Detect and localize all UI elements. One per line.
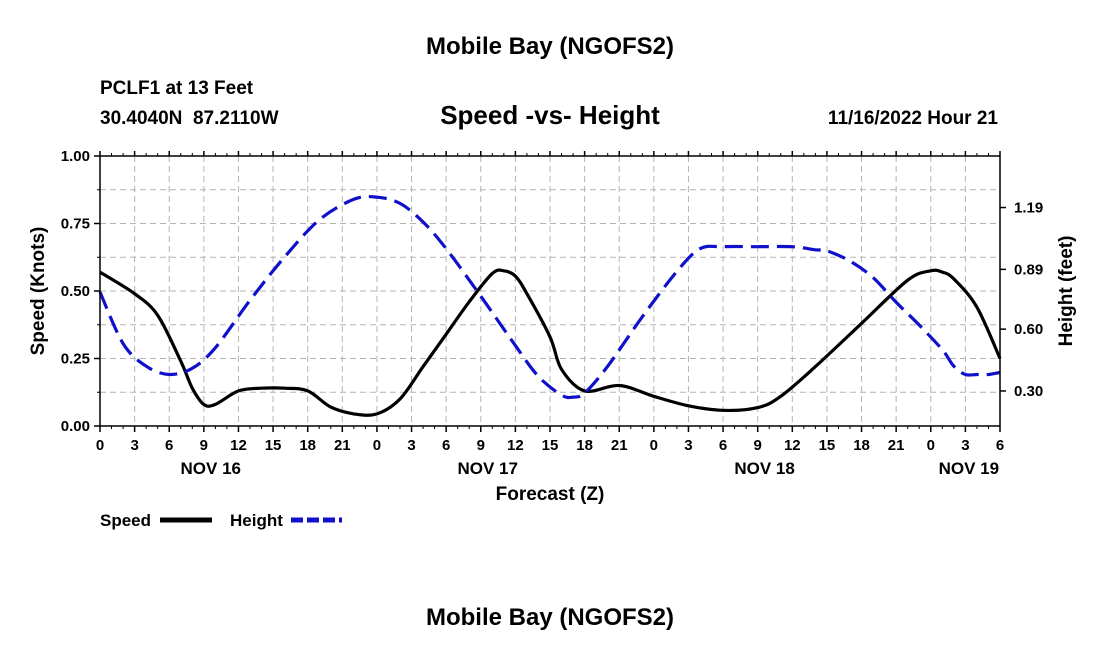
coordinates-label: 30.4040N 87.2110W — [100, 108, 279, 129]
station-label: PCLF1 at 13 Feet — [100, 78, 254, 99]
y2-tick-label: 0.30 — [1014, 383, 1043, 400]
y2-tick-label: 0.89 — [1014, 261, 1043, 278]
x-date-label: NOV 18 — [734, 459, 794, 478]
chart-subtitle: Speed -vs- Height — [440, 100, 660, 130]
x-tick-label: 0 — [373, 437, 381, 454]
y2-tick-label: 1.19 — [1014, 200, 1043, 217]
grid — [100, 156, 1000, 426]
legend: Speed Height — [100, 511, 342, 530]
x-tick-label: 15 — [542, 437, 559, 454]
series-line-height — [98, 194, 1001, 400]
forecast-timestamp: 11/16/2022 Hour 21 — [828, 108, 998, 129]
x-tick-label: 6 — [165, 437, 173, 454]
x-tick-label: 6 — [719, 437, 727, 454]
series-layer — [98, 194, 1002, 417]
footer-title: Mobile Bay (NGOFS2) — [426, 604, 674, 631]
x-tick-label: 15 — [819, 437, 836, 454]
x-tick-label: 12 — [507, 437, 524, 454]
x-tick-label: 21 — [334, 437, 351, 454]
x-tick-label: 15 — [265, 437, 282, 454]
x-tick-label: 18 — [853, 437, 870, 454]
x-tick-label: 0 — [927, 437, 935, 454]
x-axis-title: Forecast (Z) — [496, 484, 605, 505]
y-tick-label: 0.75 — [61, 216, 90, 233]
x-tick-label: 6 — [996, 437, 1004, 454]
x-tick-label: 18 — [299, 437, 316, 454]
y2-tick-label: 0.60 — [1014, 321, 1043, 338]
x-tick-label: 9 — [754, 437, 762, 454]
y-tick-label: 0.50 — [61, 283, 90, 300]
x-tick-label: 3 — [961, 437, 969, 454]
x-tick-label: 3 — [684, 437, 692, 454]
x-date-label: NOV 16 — [181, 459, 241, 478]
x-tick-label: 12 — [784, 437, 801, 454]
x-tick-label: 3 — [407, 437, 415, 454]
y-tick-label: 0.25 — [61, 351, 90, 368]
x-tick-label: 3 — [130, 437, 138, 454]
axes: 0 3 6 9 12 15 18 21 0 3 6 9 12 15 18 21 0 3 6 9 12 15 18 21 0 3 6N… — [61, 148, 1043, 478]
y-axis-title: Speed (Knots) — [28, 227, 49, 356]
x-tick-label: 18 — [576, 437, 593, 454]
x-tick-label: 21 — [611, 437, 628, 454]
x-date-label: NOV 19 — [939, 459, 999, 478]
y-tick-label: 0.00 — [61, 418, 90, 435]
x-tick-label: 21 — [888, 437, 905, 454]
x-tick-label: 0 — [650, 437, 658, 454]
y-tick-label: 1.00 — [61, 148, 90, 165]
x-tick-label: 9 — [200, 437, 208, 454]
x-tick-label: 6 — [442, 437, 450, 454]
x-tick-label: 12 — [230, 437, 247, 454]
x-date-label: NOV 17 — [457, 459, 517, 478]
legend-height-label: Height — [230, 511, 283, 530]
x-tick-label: 0 — [96, 437, 104, 454]
legend-speed-label: Speed — [100, 511, 151, 530]
y2-axis-title: Height (feet) — [1056, 236, 1077, 347]
chart-title: Mobile Bay (NGOFS2) — [426, 33, 674, 60]
series-line-speed — [99, 268, 1002, 417]
x-tick-label: 9 — [477, 437, 485, 454]
